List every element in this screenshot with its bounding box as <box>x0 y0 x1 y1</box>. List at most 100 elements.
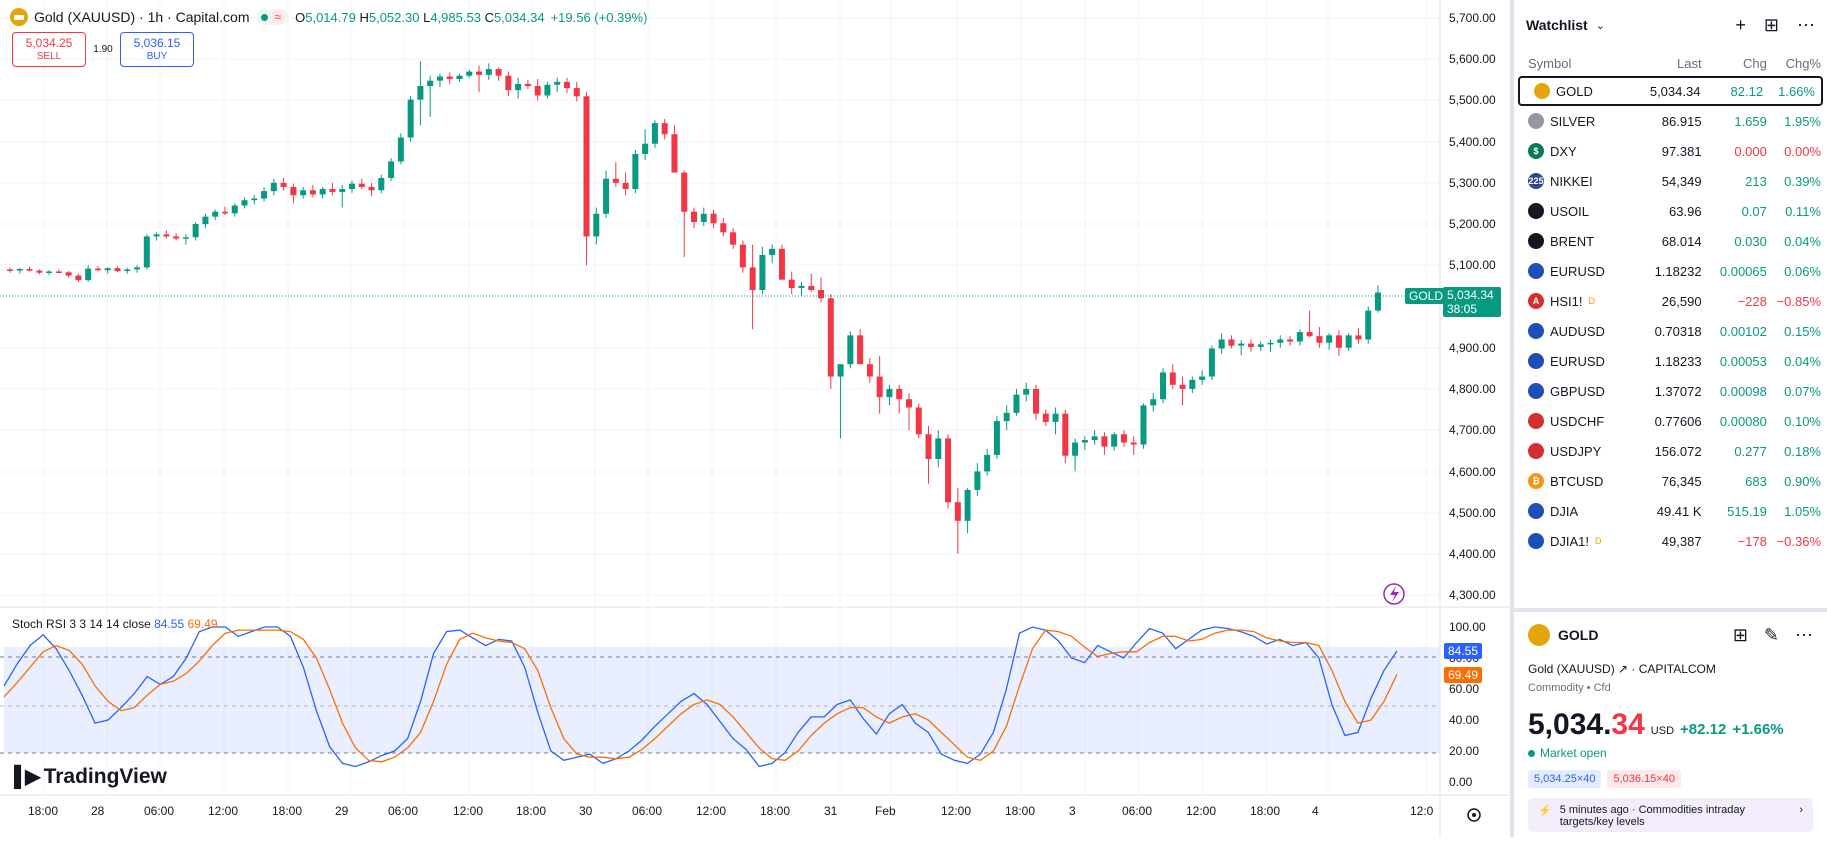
candle <box>1326 333 1333 350</box>
candle <box>436 73 443 88</box>
watchlist-row[interactable]: USOIL 63.96 0.07 0.11% <box>1514 196 1827 226</box>
watchlist-row[interactable]: SILVER 86.915 1.659 1.95% <box>1514 106 1827 136</box>
candle <box>1072 438 1079 472</box>
row-chg-pct: 0.90% <box>1784 473 1821 489</box>
more-icon[interactable]: ⋯ <box>1797 14 1815 35</box>
col-symbol[interactable]: Symbol <box>1528 55 1572 71</box>
detail-symbol[interactable]: GOLD <box>1558 627 1599 643</box>
candle <box>319 186 326 199</box>
watchlist-row[interactable]: DJIA 49.41 K 515.19 1.05% <box>1514 496 1827 526</box>
row-symbol: EURUSD <box>1550 353 1605 369</box>
price-axis-label: 5,400.00 <box>1449 135 1496 149</box>
row-chg-pct: 1.66% <box>1778 83 1815 99</box>
watchlist-row[interactable]: GBPUSD 1.37072 0.00098 0.07% <box>1514 376 1827 406</box>
watchlist-row[interactable]: $ DXY 97.381 0.000 0.00% <box>1514 136 1827 166</box>
bid-pill[interactable]: 5,034.25×40 <box>1528 770 1602 788</box>
candle <box>1150 393 1157 412</box>
row-chg: −178 <box>1737 533 1767 549</box>
detail-name[interactable]: Gold (XAUUSD) <box>1528 662 1615 676</box>
candle <box>1169 364 1176 389</box>
news-item[interactable]: ⚡ 5 minutes ago · Commodities intraday t… <box>1528 798 1813 832</box>
price-axis-label: 5,700.00 <box>1449 11 1496 25</box>
time-axis-label: 12:00 <box>453 804 484 818</box>
candle <box>759 246 766 295</box>
candle <box>163 230 170 239</box>
stoch-axis-label: 40.00 <box>1449 713 1480 727</box>
watchlist-row[interactable]: DJIA1! D 49,387 −178 −0.36% <box>1514 526 1827 556</box>
gold-icon <box>1528 624 1550 646</box>
watchlist-row[interactable]: ₿ BTCUSD 76,345 683 0.90% <box>1514 466 1827 496</box>
candle <box>691 207 697 229</box>
settings-gear-icon[interactable] <box>1467 808 1481 822</box>
chevron-down-icon[interactable]: ⌄ <box>1595 19 1605 32</box>
lightning-icon[interactable] <box>1383 583 1405 605</box>
candle <box>202 213 209 229</box>
edit-icon[interactable]: ✎ <box>1763 624 1779 645</box>
row-chg: 0.030 <box>1734 233 1767 249</box>
candle <box>36 269 43 275</box>
price-main: 5,034. <box>1528 708 1612 741</box>
col-chg[interactable]: Chg <box>1743 55 1767 71</box>
row-chg-pct: 0.00% <box>1784 143 1821 159</box>
candle <box>1247 339 1254 352</box>
col-last[interactable]: Last <box>1676 55 1702 71</box>
stoch-legend[interactable]: Stoch RSI 3 3 14 14 close 84.55 69.49 <box>12 617 218 631</box>
chevron-right-icon[interactable]: › <box>1799 804 1803 816</box>
chart-area[interactable]: Gold (XAUUSD) · 1h · Capital.com ≈ O5,01… <box>0 0 1510 837</box>
candle <box>397 133 404 165</box>
buy-button[interactable]: 5,036.15 BUY <box>120 32 194 67</box>
col-chg-pct[interactable]: Chg% <box>1785 55 1821 71</box>
symbol-title[interactable]: Gold (XAUUSD) · 1h · Capital.com <box>34 9 250 25</box>
candle <box>730 228 737 249</box>
add-symbol-icon[interactable]: + <box>1735 14 1746 35</box>
candle <box>710 209 717 229</box>
watchlist-row[interactable]: EURUSD 1.18233 0.00053 0.04% <box>1514 346 1827 376</box>
ask-pill[interactable]: 5,036.15×40 <box>1607 770 1681 788</box>
tradingview-logo[interactable]: ▌▶ TradingView <box>14 764 167 789</box>
row-symbol: GBPUSD <box>1550 383 1605 399</box>
advanced-view-icon[interactable]: ⊞ <box>1763 14 1779 35</box>
external-link-icon[interactable]: ↗ <box>1618 662 1629 676</box>
symbol-icon: ₿ <box>1528 473 1544 489</box>
candle <box>358 178 365 190</box>
market-status[interactable]: ≈ <box>255 9 290 25</box>
price-axis-label: 5,200.00 <box>1449 217 1496 231</box>
row-chg: 683 <box>1745 473 1767 489</box>
watchlist-row[interactable]: 225 NIKKEI 54,349 213 0.39% <box>1514 166 1827 196</box>
watchlist-row[interactable]: BRENT 68.014 0.030 0.04% <box>1514 226 1827 256</box>
price-axis-label: 4,900.00 <box>1449 341 1496 355</box>
row-chg-pct: 0.15% <box>1784 323 1821 339</box>
sell-button[interactable]: 5,034.25 SELL <box>12 32 86 67</box>
watchlist-title[interactable]: Watchlist <box>1526 17 1588 33</box>
candle <box>182 234 189 245</box>
row-last: 1.18233 <box>1654 353 1702 369</box>
time-axis-label: 12:00 <box>696 804 727 818</box>
watchlist-row[interactable]: USDJPY 156.072 0.277 0.18% <box>1514 436 1827 466</box>
symbol-icon: $ <box>1528 143 1544 159</box>
watchlist-row[interactable]: GOLD 5,034.34 82.12 1.66% <box>1518 76 1823 106</box>
row-last: 68.014 <box>1661 233 1702 249</box>
candle <box>945 434 952 509</box>
watchlist-row[interactable]: AUDUSD 0.70318 0.00102 0.15% <box>1514 316 1827 346</box>
row-last: 86.915 <box>1661 113 1702 129</box>
symbol-icon <box>1528 443 1544 459</box>
ohlc-values: O5,014.79 H5,052.30 L4,985.53 C5,034.34 <box>295 9 545 25</box>
spread-value: 1.90 <box>93 44 113 55</box>
row-chg-pct: 0.39% <box>1784 173 1821 189</box>
watchlist-rows: GOLD 5,034.34 82.12 1.66% SILVER 86.915 1.659 1… <box>1514 76 1827 556</box>
candle <box>1013 388 1020 416</box>
watchlist-row[interactable]: EURUSD 1.18232 0.00065 0.06% <box>1514 256 1827 286</box>
watchlist-row[interactable]: USDCHF 0.77606 0.00080 0.10% <box>1514 406 1827 436</box>
candle <box>290 183 297 204</box>
more-icon[interactable]: ⋯ <box>1795 624 1813 645</box>
time-axis-label: 18:00 <box>1005 804 1036 818</box>
candle <box>681 170 688 258</box>
price-chart[interactable] <box>0 0 1510 837</box>
symbol-details: GOLD ⊞ ✎ ⋯ Gold (XAUUSD) ↗ · CAPITALCOM … <box>1514 608 1827 844</box>
candle <box>808 273 815 293</box>
candle <box>1257 341 1264 352</box>
grid-icon[interactable]: ⊞ <box>1732 624 1748 645</box>
watchlist-row[interactable]: A HSI1! D 26,590 −228 −0.85% <box>1514 286 1827 316</box>
candle <box>798 281 805 297</box>
news-time: 5 minutes ago <box>1559 804 1629 816</box>
